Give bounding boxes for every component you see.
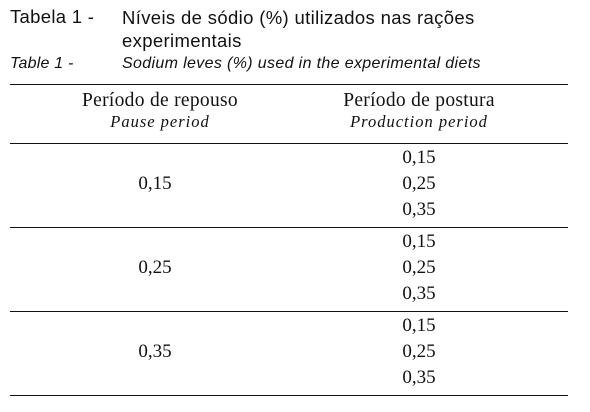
- group-divider-1: [10, 227, 568, 228]
- caption-english: Table 1 - Sodium leves (%) used in the e…: [10, 55, 580, 75]
- production-value: 0,35: [402, 199, 436, 220]
- table-bottom-rule: [10, 395, 568, 396]
- header-production-en: Production period: [350, 112, 488, 131]
- production-value: 0,25: [402, 341, 436, 362]
- header-pause-en: Pause period: [110, 112, 210, 131]
- caption-text-en: Sodium leves (%) used in the experimenta…: [122, 55, 481, 72]
- production-values-row-1: 0,15 0,25 0,35: [290, 145, 548, 223]
- caption-label-en: Table 1 -: [10, 55, 74, 72]
- production-value: 0,35: [402, 283, 436, 304]
- production-value: 0,15: [402, 147, 436, 168]
- caption-label-pt: Tabela 1 -: [10, 6, 95, 27]
- caption-portuguese: Tabela 1 - Níveis de sódio (%) utilizado…: [10, 6, 580, 52]
- production-value: 0,25: [402, 173, 436, 194]
- pause-value-row-2: 0,25: [138, 257, 172, 278]
- table-top-rule: [10, 84, 568, 85]
- production-values-row-3: 0,15 0,25 0,35: [290, 313, 548, 391]
- caption-text-pt: Níveis de sódio (%) utilizados nas raçõe…: [122, 7, 475, 51]
- production-value: 0,25: [402, 257, 436, 278]
- header-production-pt: Período de postura: [343, 90, 495, 111]
- header-pause-pt: Período de repouso: [82, 90, 238, 111]
- production-value: 0,15: [402, 231, 436, 252]
- header-rule: [10, 143, 568, 144]
- production-value: 0,15: [402, 315, 436, 336]
- header-production-column: Período de postura Production period: [290, 90, 548, 132]
- production-values-row-2: 0,15 0,25 0,35: [290, 229, 548, 307]
- production-value: 0,35: [402, 367, 436, 388]
- header-pause-column: Período de repouso Pause period: [10, 90, 310, 132]
- group-divider-2: [10, 311, 568, 312]
- pause-value-row-3: 0,35: [138, 341, 172, 362]
- pause-value-row-1: 0,15: [138, 173, 172, 194]
- table-caption: Tabela 1 - Níveis de sódio (%) utilizado…: [10, 6, 580, 75]
